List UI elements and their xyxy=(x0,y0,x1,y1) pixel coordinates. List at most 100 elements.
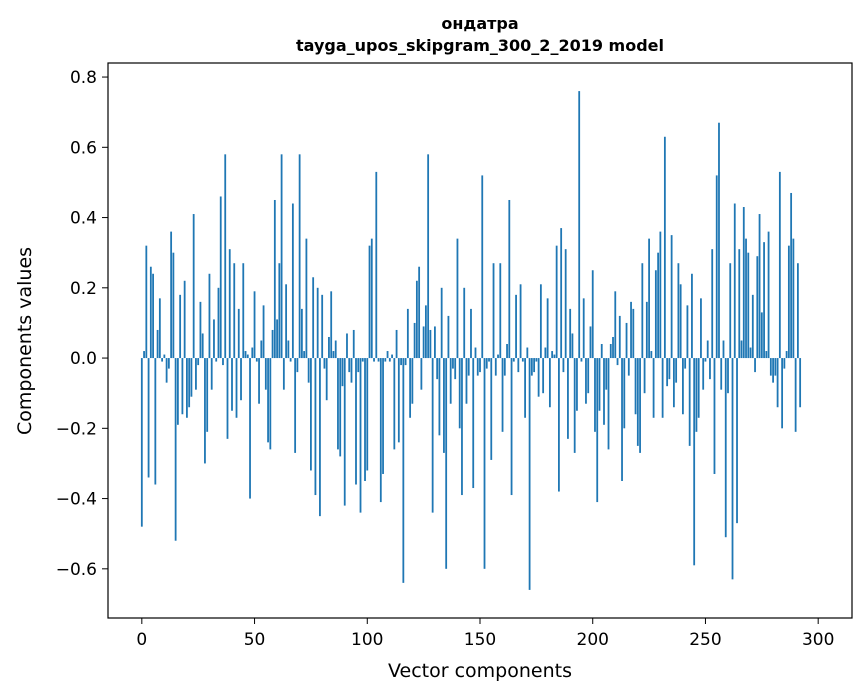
bar xyxy=(323,358,326,369)
bar xyxy=(402,358,405,583)
bar xyxy=(409,358,412,418)
bars-group xyxy=(140,91,802,590)
bar xyxy=(769,358,772,376)
bar xyxy=(578,91,581,359)
bar xyxy=(418,266,421,359)
bar xyxy=(625,322,628,359)
bar xyxy=(156,329,159,359)
bar xyxy=(447,315,450,359)
bar xyxy=(621,358,623,481)
y-tick-label: 0.0 xyxy=(70,349,97,369)
x-axis-label: Vector components xyxy=(388,660,572,682)
x-tick-label: 100 xyxy=(351,630,383,650)
bar xyxy=(186,358,188,418)
bar xyxy=(790,192,793,359)
bar xyxy=(740,340,743,359)
bar xyxy=(515,294,517,359)
bar xyxy=(183,280,186,359)
bar xyxy=(237,308,240,359)
bar xyxy=(754,358,756,373)
x-tick-label: 200 xyxy=(577,630,609,650)
bar xyxy=(517,358,520,373)
bar xyxy=(479,358,481,373)
bar xyxy=(339,358,342,457)
bar xyxy=(195,358,197,390)
bar xyxy=(188,358,191,408)
bar xyxy=(267,358,269,443)
bar xyxy=(501,358,504,432)
bar xyxy=(388,358,391,362)
bar xyxy=(564,249,567,359)
bar xyxy=(400,358,402,366)
bar xyxy=(767,231,770,359)
bar xyxy=(174,358,177,541)
bar xyxy=(300,308,303,359)
bar xyxy=(246,354,249,359)
bar xyxy=(253,291,256,359)
bar xyxy=(488,358,490,362)
bar xyxy=(386,351,389,359)
bar xyxy=(623,358,626,429)
bar xyxy=(682,358,684,415)
y-tick-label: 0.4 xyxy=(70,209,97,229)
bar xyxy=(573,358,576,453)
bar xyxy=(215,358,218,362)
chart-subtitle: tayga_upos_skipgram_300_2_2019 model xyxy=(296,36,664,55)
bar xyxy=(303,351,306,359)
bar xyxy=(733,203,736,359)
bar xyxy=(474,347,477,359)
bar xyxy=(161,358,164,362)
bar xyxy=(213,319,215,359)
bar xyxy=(639,358,641,453)
bar xyxy=(585,358,587,404)
bar xyxy=(273,199,276,359)
bar xyxy=(152,273,154,359)
bar xyxy=(738,249,741,359)
bar xyxy=(165,358,168,383)
bar xyxy=(219,196,222,359)
bar xyxy=(724,358,727,538)
bar xyxy=(760,312,763,359)
bar xyxy=(319,358,321,517)
bar xyxy=(691,273,693,359)
bar xyxy=(325,358,328,401)
bar xyxy=(641,263,644,359)
bar xyxy=(262,305,265,359)
bar xyxy=(352,329,355,359)
bar xyxy=(208,273,211,359)
bar xyxy=(558,358,560,492)
bar xyxy=(774,358,777,376)
bar xyxy=(605,358,608,390)
x-tick-label: 250 xyxy=(689,630,721,650)
bar xyxy=(612,336,614,359)
bar xyxy=(420,358,423,390)
bar xyxy=(672,358,675,408)
bar xyxy=(659,231,662,359)
bar xyxy=(677,263,680,359)
bar xyxy=(404,358,407,366)
bar xyxy=(235,358,238,418)
bar xyxy=(524,358,526,418)
bar xyxy=(357,358,360,373)
bar xyxy=(427,154,430,359)
bar xyxy=(289,358,292,362)
bar xyxy=(591,270,594,359)
bar xyxy=(571,333,574,359)
bar xyxy=(675,358,678,383)
x-tick-label: 150 xyxy=(464,630,496,650)
bar xyxy=(551,351,554,359)
bar xyxy=(316,287,319,359)
bar xyxy=(666,358,669,387)
bar xyxy=(440,287,443,359)
bar xyxy=(443,358,445,453)
bar xyxy=(294,358,297,453)
bar xyxy=(684,358,687,369)
bar xyxy=(539,284,542,359)
bar xyxy=(231,358,233,411)
bar xyxy=(145,245,148,359)
bar xyxy=(609,344,612,359)
bar xyxy=(251,347,254,359)
bar xyxy=(341,358,344,387)
